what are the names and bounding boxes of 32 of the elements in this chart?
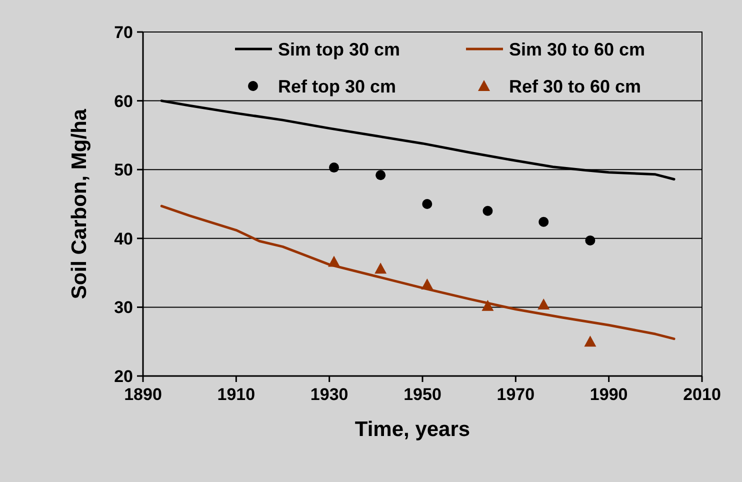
legend-label: Ref top 30 cm — [278, 76, 396, 96]
point — [422, 199, 432, 209]
x-tick-label: 1990 — [590, 385, 628, 404]
point — [482, 206, 493, 216]
legend-label: Ref 30 to 60 cm — [509, 76, 642, 96]
x-tick-label: 1950 — [404, 385, 442, 404]
y-tick-label: 60 — [114, 92, 133, 111]
x-tick-label: 1890 — [124, 385, 162, 404]
x-tick-label: 1910 — [217, 385, 256, 404]
y-tick-label: 70 — [114, 22, 133, 42]
point — [376, 170, 386, 180]
point — [374, 262, 387, 274]
point — [538, 298, 550, 310]
point — [584, 336, 596, 347]
point — [482, 300, 494, 311]
legend-label: Sim top 30 cm — [278, 39, 400, 60]
point — [538, 216, 549, 227]
x-tick-label: 1930 — [310, 385, 348, 404]
point — [328, 256, 340, 267]
x-tick-label: 2010 — [683, 385, 721, 404]
y-tick-label: 30 — [114, 298, 133, 318]
y-axis-title: Soil Carbon, Mg/ha — [68, 108, 91, 300]
line-series — [160, 204, 676, 340]
point — [328, 162, 339, 173]
legend-label: Sim 30 to 60 cm — [509, 39, 646, 60]
point — [421, 278, 434, 290]
y-tick-label: 50 — [114, 160, 133, 180]
x-axis-title: Time, years — [354, 418, 470, 441]
x-tick-label: 1970 — [496, 385, 535, 404]
y-tick-label: 20 — [114, 366, 133, 386]
y-tick-label: 40 — [114, 229, 133, 248]
point — [585, 235, 596, 246]
